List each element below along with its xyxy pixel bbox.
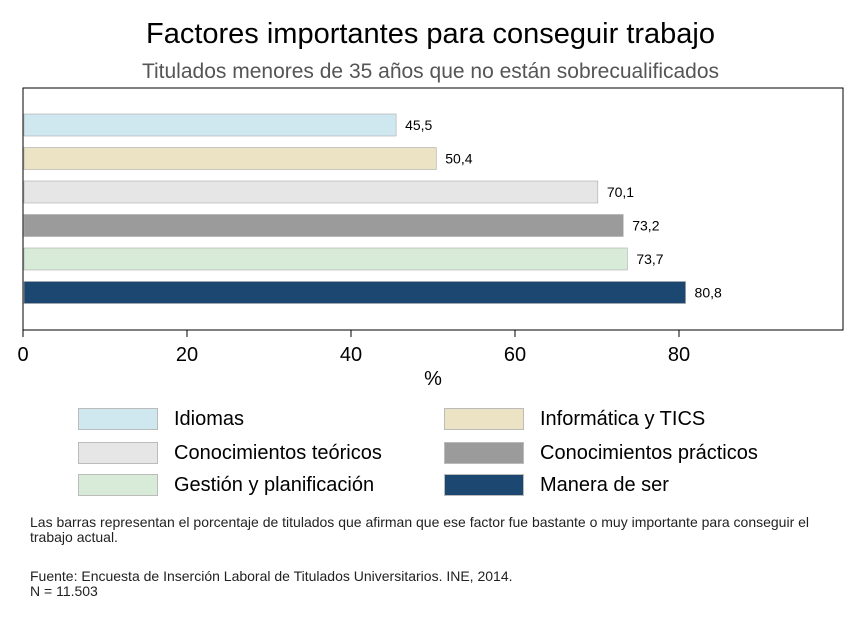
source-line: Fuente: Encuesta de Inserción Laboral de… — [30, 568, 513, 584]
legend-item-manera-de-ser: Manera de ser — [444, 472, 669, 498]
legend-swatch — [78, 442, 158, 464]
legend-label: Manera de ser — [540, 473, 669, 496]
legend-item-conocimientos-practicos: Conocimientos prácticos — [444, 440, 758, 466]
bar — [23, 180, 599, 204]
bar-value-label: 45,5 — [405, 117, 432, 133]
x-tick-label: 40 — [340, 344, 362, 366]
legend-swatch — [444, 442, 524, 464]
legend-swatch — [444, 408, 524, 430]
legend-item-gestion: Gestión y planificación — [78, 472, 374, 498]
bar-value-label: 80,8 — [695, 285, 722, 301]
bar-value-label: 73,7 — [636, 251, 663, 267]
bar-value-label: 70,1 — [607, 184, 634, 200]
legend-item-informatica: Informática y TICS — [444, 406, 705, 432]
x-tick-label: 0 — [17, 344, 28, 366]
bar — [23, 214, 624, 237]
legend-label: Idiomas — [174, 407, 245, 430]
bar — [23, 113, 397, 137]
plot-frame — [22, 87, 844, 331]
legend-swatch — [444, 474, 524, 496]
x-tick-label: 80 — [668, 344, 690, 366]
bar — [23, 281, 686, 304]
legend-swatch — [78, 408, 158, 430]
chart-source: Fuente: Encuesta de Inserción Laboral de… — [30, 569, 850, 599]
legend-label: Conocimientos teóricos — [174, 441, 382, 464]
bar — [23, 147, 437, 170]
x-tick-label: 20 — [176, 344, 198, 366]
legend-swatch — [78, 474, 158, 496]
x-axis-label: % — [424, 368, 442, 390]
chart-subtitle: Titulados menores de 35 años que no está… — [141, 60, 720, 83]
bar-chart: 45,5 50,4 70,1 73,2 73,7 80,8 0 20 40 60 80% — [17, 87, 844, 390]
sample-size: N = 11.503 — [30, 583, 98, 599]
bar — [23, 247, 628, 271]
legend-label: Gestión y planificación — [174, 473, 375, 496]
bar-value-label: 50,4 — [445, 151, 472, 167]
legend-item-conocimientos-teoricos: Conocimientos teóricos — [78, 440, 382, 466]
legend-label: Conocimientos prácticos — [540, 441, 758, 464]
chart-title: Factores importantes para conseguir trab… — [145, 18, 715, 50]
legend-item-idiomas: Idiomas — [78, 406, 244, 432]
x-tick-label: 60 — [504, 344, 526, 366]
legend-label: Informática y TICS — [540, 407, 706, 430]
chart-note: Las barras representan el porcentaje de … — [30, 514, 810, 545]
bar-value-label: 73,2 — [632, 218, 659, 234]
